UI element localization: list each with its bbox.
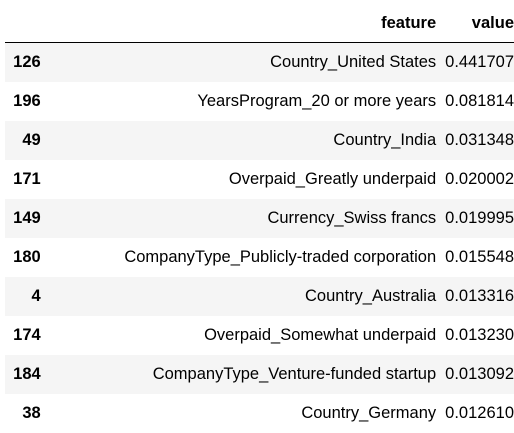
feature-cell: Country_United States <box>47 43 436 83</box>
feature-cell: YearsProgram_20 or more years <box>47 82 436 121</box>
table-row: 174 Overpaid_Somewhat underpaid 0.013230 <box>5 316 514 355</box>
row-index: 149 <box>5 199 47 238</box>
feature-column-header: feature <box>47 4 436 43</box>
row-index: 174 <box>5 316 47 355</box>
table-row: 196 YearsProgram_20 or more years 0.0818… <box>5 82 514 121</box>
value-column-header: value <box>436 4 514 43</box>
table-row: 180 CompanyType_Publicly-traded corporat… <box>5 238 514 277</box>
row-index: 171 <box>5 160 47 199</box>
row-index: 49 <box>5 121 47 160</box>
value-cell: 0.013092 <box>436 355 514 394</box>
header-row: feature value <box>5 4 514 43</box>
feature-cell: CompanyType_Venture-funded startup <box>47 355 436 394</box>
table-row: 171 Overpaid_Greatly underpaid 0.020002 <box>5 160 514 199</box>
table-body: 126 Country_United States 0.441707 196 Y… <box>5 43 514 433</box>
value-cell: 0.020002 <box>436 160 514 199</box>
value-cell: 0.012610 <box>436 394 514 433</box>
table-row: 49 Country_India 0.031348 <box>5 121 514 160</box>
value-cell: 0.441707 <box>436 43 514 83</box>
value-cell: 0.019995 <box>436 199 514 238</box>
feature-cell: Overpaid_Greatly underpaid <box>47 160 436 199</box>
row-index: 180 <box>5 238 47 277</box>
feature-cell: Country_Germany <box>47 394 436 433</box>
table-row: 126 Country_United States 0.441707 <box>5 43 514 83</box>
feature-cell: Currency_Swiss francs <box>47 199 436 238</box>
row-index: 184 <box>5 355 47 394</box>
row-index: 196 <box>5 82 47 121</box>
value-cell: 0.031348 <box>436 121 514 160</box>
feature-cell: CompanyType_Publicly-traded corporation <box>47 238 436 277</box>
row-index: 126 <box>5 43 47 83</box>
row-index: 38 <box>5 394 47 433</box>
feature-cell: Country_Australia <box>47 277 436 316</box>
dataframe-table: feature value 126 Country_United States … <box>5 4 514 433</box>
table-row: 184 CompanyType_Venture-funded startup 0… <box>5 355 514 394</box>
value-cell: 0.015548 <box>436 238 514 277</box>
index-column-header <box>5 4 47 43</box>
feature-cell: Country_India <box>47 121 436 160</box>
value-cell: 0.081814 <box>436 82 514 121</box>
row-index: 4 <box>5 277 47 316</box>
table-row: 38 Country_Germany 0.012610 <box>5 394 514 433</box>
value-cell: 0.013316 <box>436 277 514 316</box>
table-row: 4 Country_Australia 0.013316 <box>5 277 514 316</box>
feature-cell: Overpaid_Somewhat underpaid <box>47 316 436 355</box>
table-row: 149 Currency_Swiss francs 0.019995 <box>5 199 514 238</box>
value-cell: 0.013230 <box>436 316 514 355</box>
table-header: feature value <box>5 4 514 43</box>
